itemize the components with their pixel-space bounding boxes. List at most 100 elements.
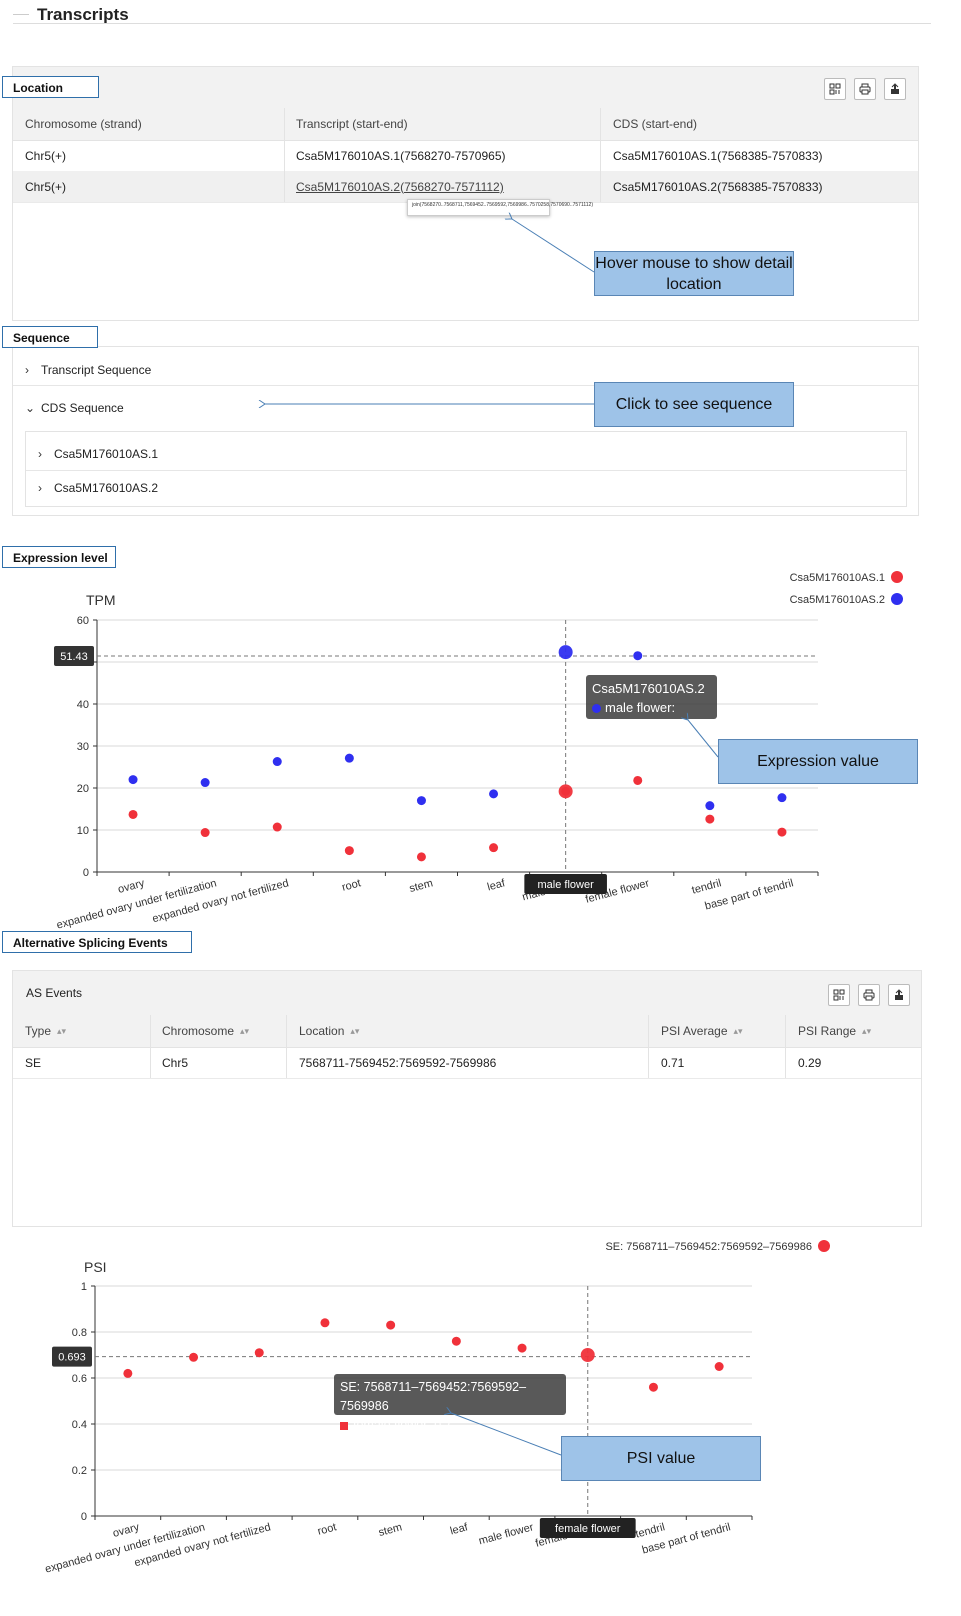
- data-point: [386, 1320, 396, 1330]
- sort-icon: ▴▾: [350, 1025, 360, 1036]
- export-icon[interactable]: [884, 78, 906, 100]
- data-point: [254, 1348, 264, 1358]
- tooltip-title: SE: 7568711–7569452:7569592–7569986: [340, 1380, 527, 1413]
- data-point: [123, 1368, 133, 1378]
- axis-pointer-value: 51.43: [60, 651, 88, 663]
- accordion-cds-transcript-2[interactable]: › Csa5M176010AS.2: [26, 470, 906, 506]
- location-toolbar: [13, 67, 918, 109]
- legend-marker: [818, 1240, 830, 1252]
- sequence-panel: › Transcript Sequence ⌄ CDS Sequence › C…: [12, 346, 919, 516]
- data-point: [189, 1352, 199, 1362]
- y-tick-label: 0.8: [72, 1327, 87, 1339]
- legend-marker: [891, 571, 903, 583]
- x-tick-label: leaf: [449, 1521, 470, 1537]
- y-tick-label: 20: [77, 783, 89, 795]
- x-tick-label: male flower: [477, 1521, 535, 1547]
- x-tick-label: tendril: [691, 877, 723, 896]
- section-label-sequence: Sequence: [2, 326, 98, 348]
- data-point: [272, 822, 282, 832]
- data-point: [344, 753, 354, 763]
- chevron-right-icon: ›: [25, 363, 29, 377]
- data-point: [128, 775, 138, 785]
- data-point: [489, 843, 499, 853]
- print-icon[interactable]: [854, 78, 876, 100]
- series-square-icon: [340, 1421, 348, 1430]
- accordion-label: Csa5M176010AS.1: [54, 447, 159, 461]
- y-tick-label: 0: [83, 867, 89, 879]
- x-tick-label: ovary: [112, 1521, 142, 1540]
- x-tick-label: root: [341, 877, 362, 894]
- legend-label: Csa5M176010AS.1: [790, 572, 885, 584]
- data-point: [633, 651, 643, 661]
- data-view-icon[interactable]: [824, 78, 846, 100]
- x-tick-label: stem: [408, 877, 434, 895]
- x-tick-label: tendril: [634, 1521, 666, 1540]
- as-events-title: AS Events: [26, 986, 83, 1000]
- cds-subpanel: › Csa5M176010AS.1 › Csa5M176010AS.2: [25, 431, 907, 507]
- cell-transcript[interactable]: Csa5M176010AS.1(7568270-7570965): [296, 148, 506, 163]
- axis-pointer-value-box: [52, 1346, 92, 1367]
- sort-icon: ▴▾: [733, 1025, 743, 1036]
- column-header-psi-range[interactable]: PSI Range ▴▾: [798, 1024, 872, 1038]
- section-label-location: Location: [2, 76, 99, 98]
- tooltip-title: Csa5M176010AS.2: [592, 681, 705, 696]
- data-point: [416, 796, 426, 806]
- data-point: [128, 809, 138, 819]
- y-tick-label: 30: [77, 741, 89, 753]
- expression-chart: 0102030405060TPMovaryexpanded ovary unde…: [54, 571, 903, 930]
- column-header-type[interactable]: Type ▴▾: [25, 1024, 67, 1038]
- data-point: [451, 1336, 461, 1346]
- y-axis-title: TPM: [86, 592, 116, 608]
- data-point: [777, 793, 787, 803]
- accordion-transcript-sequence[interactable]: › Transcript Sequence: [13, 355, 918, 386]
- data-point: [320, 1318, 330, 1328]
- legend-marker: [891, 593, 903, 605]
- data-point: [200, 778, 210, 788]
- accordion-cds-transcript-1[interactable]: › Csa5M176010AS.1: [26, 438, 906, 471]
- accordion-cds-sequence[interactable]: ⌄ CDS Sequence: [13, 385, 918, 431]
- export-icon[interactable]: [888, 984, 910, 1006]
- section-label-splicing: Alternative Splicing Events: [2, 931, 192, 953]
- y-tick-label: 1: [81, 1281, 87, 1293]
- tooltip-value: male flower: 52.35: [592, 700, 676, 734]
- data-view-icon[interactable]: [828, 984, 850, 1006]
- callout-hover-location: Hover mouse to show detail location: [594, 251, 794, 296]
- x-tick-label: expanded ovary not fertilized: [151, 877, 290, 925]
- cell-transcript-link[interactable]: Csa5M176010AS.2(7568270-7571112): [296, 179, 504, 194]
- column-header-chromosome[interactable]: Chromosome ▴▾: [162, 1024, 250, 1038]
- x-tick-label: ovary: [117, 877, 147, 896]
- data-point-highlight: [558, 784, 573, 799]
- data-point: [272, 757, 282, 767]
- y-tick-label: 0.2: [72, 1465, 87, 1477]
- callout-click-sequence: Click to see sequence: [594, 382, 794, 427]
- y-tick-label: 10: [77, 825, 89, 837]
- data-point: [344, 846, 354, 856]
- sort-icon: ▴▾: [57, 1025, 67, 1036]
- cell-type: SE: [25, 1055, 42, 1070]
- column-header-location[interactable]: Location ▴▾: [299, 1024, 360, 1038]
- x-tick-label: leaf: [486, 877, 507, 893]
- data-point: [633, 775, 643, 785]
- section-label-expression: Expression level: [2, 546, 116, 568]
- y-tick-label: 0.4: [72, 1419, 87, 1431]
- table-row: Chr5(+) Csa5M176010AS.1(7568270-7570965)…: [13, 140, 918, 172]
- data-point: [714, 1362, 724, 1371]
- column-header-psi-average[interactable]: PSI Average ▴▾: [661, 1024, 743, 1038]
- callout-expression-value: Expression value: [718, 739, 918, 784]
- column-header-chromosome: Chromosome (strand): [25, 117, 142, 131]
- column-header-cds: CDS (start-end): [613, 117, 698, 131]
- accordion-label: CDS Sequence: [41, 401, 124, 415]
- chevron-right-icon: ›: [38, 447, 42, 461]
- data-point: [705, 801, 715, 811]
- location-hover-tooltip: join(7568270..7568711,7569452..7569592,7…: [407, 199, 593, 216]
- cell-psi-range: 0.29: [798, 1055, 822, 1070]
- y-tick-label: 0: [81, 1511, 87, 1523]
- print-icon[interactable]: [858, 984, 880, 1006]
- data-point: [558, 645, 573, 660]
- x-tick-label: stem: [377, 1521, 403, 1539]
- axis-pointer-value-box: [54, 645, 94, 666]
- data-point: [580, 1348, 595, 1362]
- chevron-right-icon: ›: [38, 481, 42, 495]
- location-table-header: Chromosome (strand) Transcript (start-en…: [13, 108, 918, 141]
